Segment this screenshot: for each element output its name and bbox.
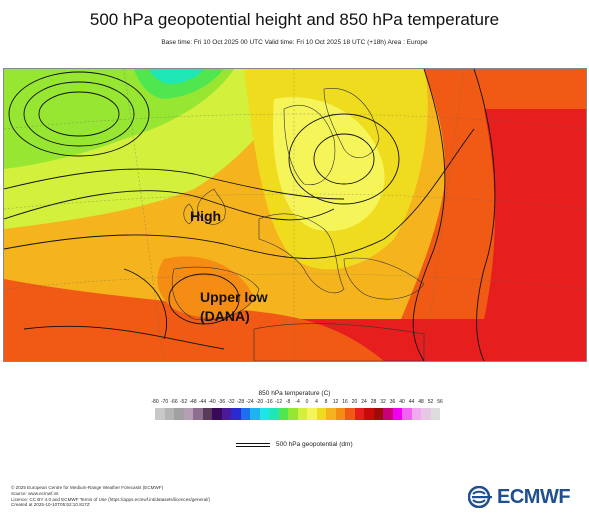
map-canvas: High Upper low (DANA) (4, 69, 586, 361)
legend-tick-label: 0 (305, 399, 309, 405)
coastlines (171, 88, 425, 361)
legend-swatch (364, 408, 374, 420)
legend-swatch (421, 408, 431, 420)
legend-swatch (373, 408, 383, 420)
legend-swatch (383, 408, 393, 420)
legend-swatch (231, 408, 241, 420)
legend-tick-label: -12 (274, 399, 283, 405)
legend-tick-label: 16 (342, 399, 348, 405)
legend-tick-label: -32 (227, 399, 235, 405)
legend-tick-label: 36 (389, 399, 396, 405)
legend-tick-label: -36 (217, 399, 226, 405)
legend-tick-label: 40 (399, 399, 405, 405)
legend-tick-label: 28 (370, 399, 377, 405)
legend-tick-label: -70 (160, 399, 169, 405)
legend-swatch (183, 408, 193, 420)
legend-tick-label: 20 (351, 399, 358, 405)
legend-swatch (174, 408, 184, 420)
legend-tick-label: -48 (189, 399, 197, 405)
legend-tick-label: 32 (380, 399, 386, 405)
color-legend-ticks: -80 -70 -66 -52 -48 -44 -40 -36 -32 -28 -24 -20 -16-… (140, 399, 450, 407)
legend-swatch (259, 408, 269, 420)
legend-tick-label: -8 (285, 399, 291, 405)
footer-credits: © 2025 European Centre for Medium-Range … (11, 485, 210, 508)
ecmwf-logo-icon (468, 486, 492, 508)
ecmwf-logo: ECMWF (468, 485, 571, 508)
lat-lon-grid (4, 69, 586, 361)
legend-swatch (202, 408, 212, 420)
legend-tick-label: -24 (246, 399, 254, 405)
legend-tick-label: 56 (437, 399, 443, 405)
legend-swatch (430, 408, 440, 420)
legend-tick-label: -20 (255, 399, 264, 405)
legend-tick-label: 4 (315, 399, 318, 405)
legend-swatch (345, 408, 355, 420)
footer-line: Created at 2025-10-10T05:52:10.817Z (11, 502, 90, 508)
temp-field-warm-south (4, 279, 384, 361)
chart-subtitle: Base time: Fri 10 Oct 2025 00 UTC Valid … (161, 39, 428, 46)
legend-swatch (411, 408, 421, 420)
ecmwf-logo-text: ECMWF (497, 485, 571, 508)
legend-tick-label: 48 (418, 399, 424, 405)
legend-tick-label: 44 (408, 399, 415, 405)
footer-line: © 2025 European Centre for Medium-Range … (11, 485, 164, 490)
legend-tick-label: -66 (170, 399, 178, 405)
upper-low-label-line1: Upper low (200, 289, 268, 305)
legend-swatch (155, 408, 165, 420)
legend-swatch (297, 408, 307, 420)
legend-swatch (288, 408, 298, 420)
contour-legend: 500 hPa geopotential (dm) (236, 441, 396, 451)
legend-tick-label: -16 (265, 399, 273, 405)
high-label: High (190, 208, 221, 224)
legend-swatch (335, 408, 345, 420)
legend-tick-label: -44 (198, 399, 207, 405)
legend-tick-label: -80 (151, 399, 159, 405)
legend-swatch (221, 408, 231, 420)
legend-tick-label: 24 (361, 399, 367, 405)
legend-swatch (326, 408, 336, 420)
contour-line-sample (236, 443, 270, 447)
legend-tick-label: 52 (427, 399, 434, 405)
legend-swatch (402, 408, 412, 420)
legend-swatch (392, 408, 402, 420)
legend-swatch (164, 408, 174, 420)
legend-swatch (240, 408, 250, 420)
legend-tick-label: -40 (208, 399, 216, 405)
legend-swatch (250, 408, 260, 420)
temp-field-hot-east (474, 109, 586, 361)
legend-tick-label: -4 (295, 399, 300, 405)
weather-map: High Upper low (DANA) (3, 68, 587, 362)
geopotential-contours (4, 69, 496, 361)
legend-swatch (193, 408, 203, 420)
upper-low-label-line2: (DANA) (200, 308, 250, 324)
legend-swatch (278, 408, 288, 420)
legend-tick-label: -52 (179, 399, 188, 405)
temp-field-coldest (149, 69, 204, 84)
chart-title: 500 hPa geopotential height and 850 hPa … (89, 10, 500, 29)
color-legend-bar (155, 408, 440, 420)
footer-line: Licence: CC BY 4.0 and ECMWF Terms of Us… (11, 496, 210, 502)
color-legend-title: 850 hPa temperature (C) (258, 390, 331, 397)
legend-swatch (307, 408, 317, 420)
contour-legend-label: 500 hPa geopotential (dm) (276, 441, 353, 448)
legend-swatch (269, 408, 279, 420)
legend-swatch (316, 408, 326, 420)
legend-tick-label: -28 (236, 399, 245, 405)
legend-swatch (212, 408, 222, 420)
footer-line: Source: www.ecmwf.int (11, 490, 59, 496)
legend-tick-label: 8 (324, 399, 328, 405)
legend-tick-label: 12 (332, 399, 339, 405)
legend-swatch (354, 408, 364, 420)
